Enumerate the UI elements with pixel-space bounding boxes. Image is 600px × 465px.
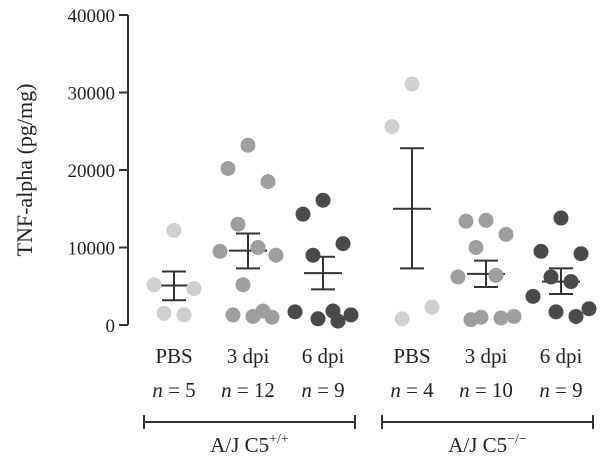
data-point — [553, 210, 569, 226]
data-point — [424, 299, 440, 315]
data-point — [468, 240, 484, 255]
data-point — [176, 307, 192, 323]
sample-size-label: n = 9 — [539, 378, 582, 402]
n-symbol: n — [459, 378, 470, 402]
data-point — [506, 308, 522, 324]
data-point — [335, 236, 351, 252]
category-label: 6 dpi — [302, 344, 345, 368]
data-point — [315, 192, 331, 208]
data-point — [450, 269, 466, 285]
data-point — [264, 309, 280, 325]
y-axis-label: TNF-alpha (pg/mg) — [12, 84, 37, 257]
data-point — [543, 269, 559, 285]
group-label: A/J C5+/+ — [210, 432, 289, 457]
data-point — [568, 308, 584, 324]
sample-size-value: = 9 — [550, 378, 583, 402]
sample-size-label: n = 9 — [301, 378, 344, 402]
data-point — [186, 281, 202, 297]
data-point — [498, 226, 514, 242]
group-label: A/J C5−/− — [448, 432, 527, 457]
data-point — [146, 277, 162, 293]
category-label: 6 dpi — [540, 344, 583, 368]
sample-size-label: n = 4 — [390, 378, 434, 402]
data-point — [310, 311, 326, 327]
group-label-superscript: +/+ — [269, 432, 289, 447]
data-point — [581, 301, 597, 317]
data-point — [533, 243, 549, 259]
y-tick-label: 20000 — [68, 161, 116, 182]
data-point — [212, 243, 228, 259]
y-axis: 0 10000 20000 30000 40000 — [68, 6, 129, 337]
sample-size-label: n = 12 — [221, 378, 275, 402]
data-point — [493, 310, 509, 326]
error-bars — [155, 147, 580, 302]
group-label-superscript: −/− — [507, 432, 527, 447]
group-label-text: A/J C5 — [210, 433, 269, 457]
data-point — [463, 312, 479, 328]
data-point — [478, 212, 494, 228]
data-points — [146, 76, 597, 329]
n-symbol: n — [390, 378, 401, 402]
n-symbol: n — [301, 378, 312, 402]
data-point — [245, 308, 261, 324]
n-symbol: n — [539, 378, 550, 402]
data-point — [268, 247, 284, 263]
category-label: 3 dpi — [227, 344, 270, 368]
data-point — [235, 277, 251, 293]
data-point — [287, 304, 303, 320]
y-tick-label: 30000 — [68, 84, 116, 105]
category-labels: PBS n = 5 3 dpi n = 12 6 dpi n = 9 PBS n = 4 3 d… — [152, 344, 582, 402]
data-point — [330, 313, 346, 329]
data-point — [548, 304, 564, 320]
data-point — [166, 222, 182, 238]
data-point — [394, 311, 410, 327]
y-tick-label: 40000 — [68, 6, 116, 27]
sample-size-value: = 5 — [163, 378, 196, 402]
data-point — [525, 288, 541, 304]
data-point — [305, 247, 321, 263]
data-point — [225, 307, 241, 323]
group-brackets: A/J C5+/+ A/J C5−/− — [143, 415, 594, 457]
category-label: PBS — [155, 344, 192, 368]
data-point — [230, 216, 246, 232]
sample-size-value: = 9 — [312, 378, 345, 402]
y-tick-label: 0 — [106, 316, 116, 337]
data-point — [404, 76, 420, 92]
sample-size-value: = 4 — [401, 378, 434, 402]
data-point — [384, 119, 400, 135]
sample-size-label: n = 5 — [152, 378, 195, 402]
data-point — [488, 267, 504, 283]
n-symbol: n — [152, 378, 163, 402]
category-label: 3 dpi — [465, 344, 508, 368]
sample-size-label: n = 10 — [459, 378, 513, 402]
sample-size-value: = 12 — [232, 378, 275, 402]
data-point — [240, 137, 256, 153]
data-point — [220, 160, 236, 176]
data-point — [458, 213, 474, 229]
n-symbol: n — [221, 378, 232, 402]
data-point — [156, 305, 172, 321]
data-point — [250, 240, 266, 255]
sample-size-value: = 10 — [470, 378, 513, 402]
group-label-text: A/J C5 — [448, 433, 507, 457]
data-point — [563, 274, 579, 290]
data-point — [343, 307, 359, 323]
data-point — [573, 246, 589, 262]
data-point — [295, 206, 311, 222]
y-tick-label: 10000 — [68, 239, 116, 260]
category-label: PBS — [393, 344, 430, 368]
data-point — [260, 174, 276, 190]
